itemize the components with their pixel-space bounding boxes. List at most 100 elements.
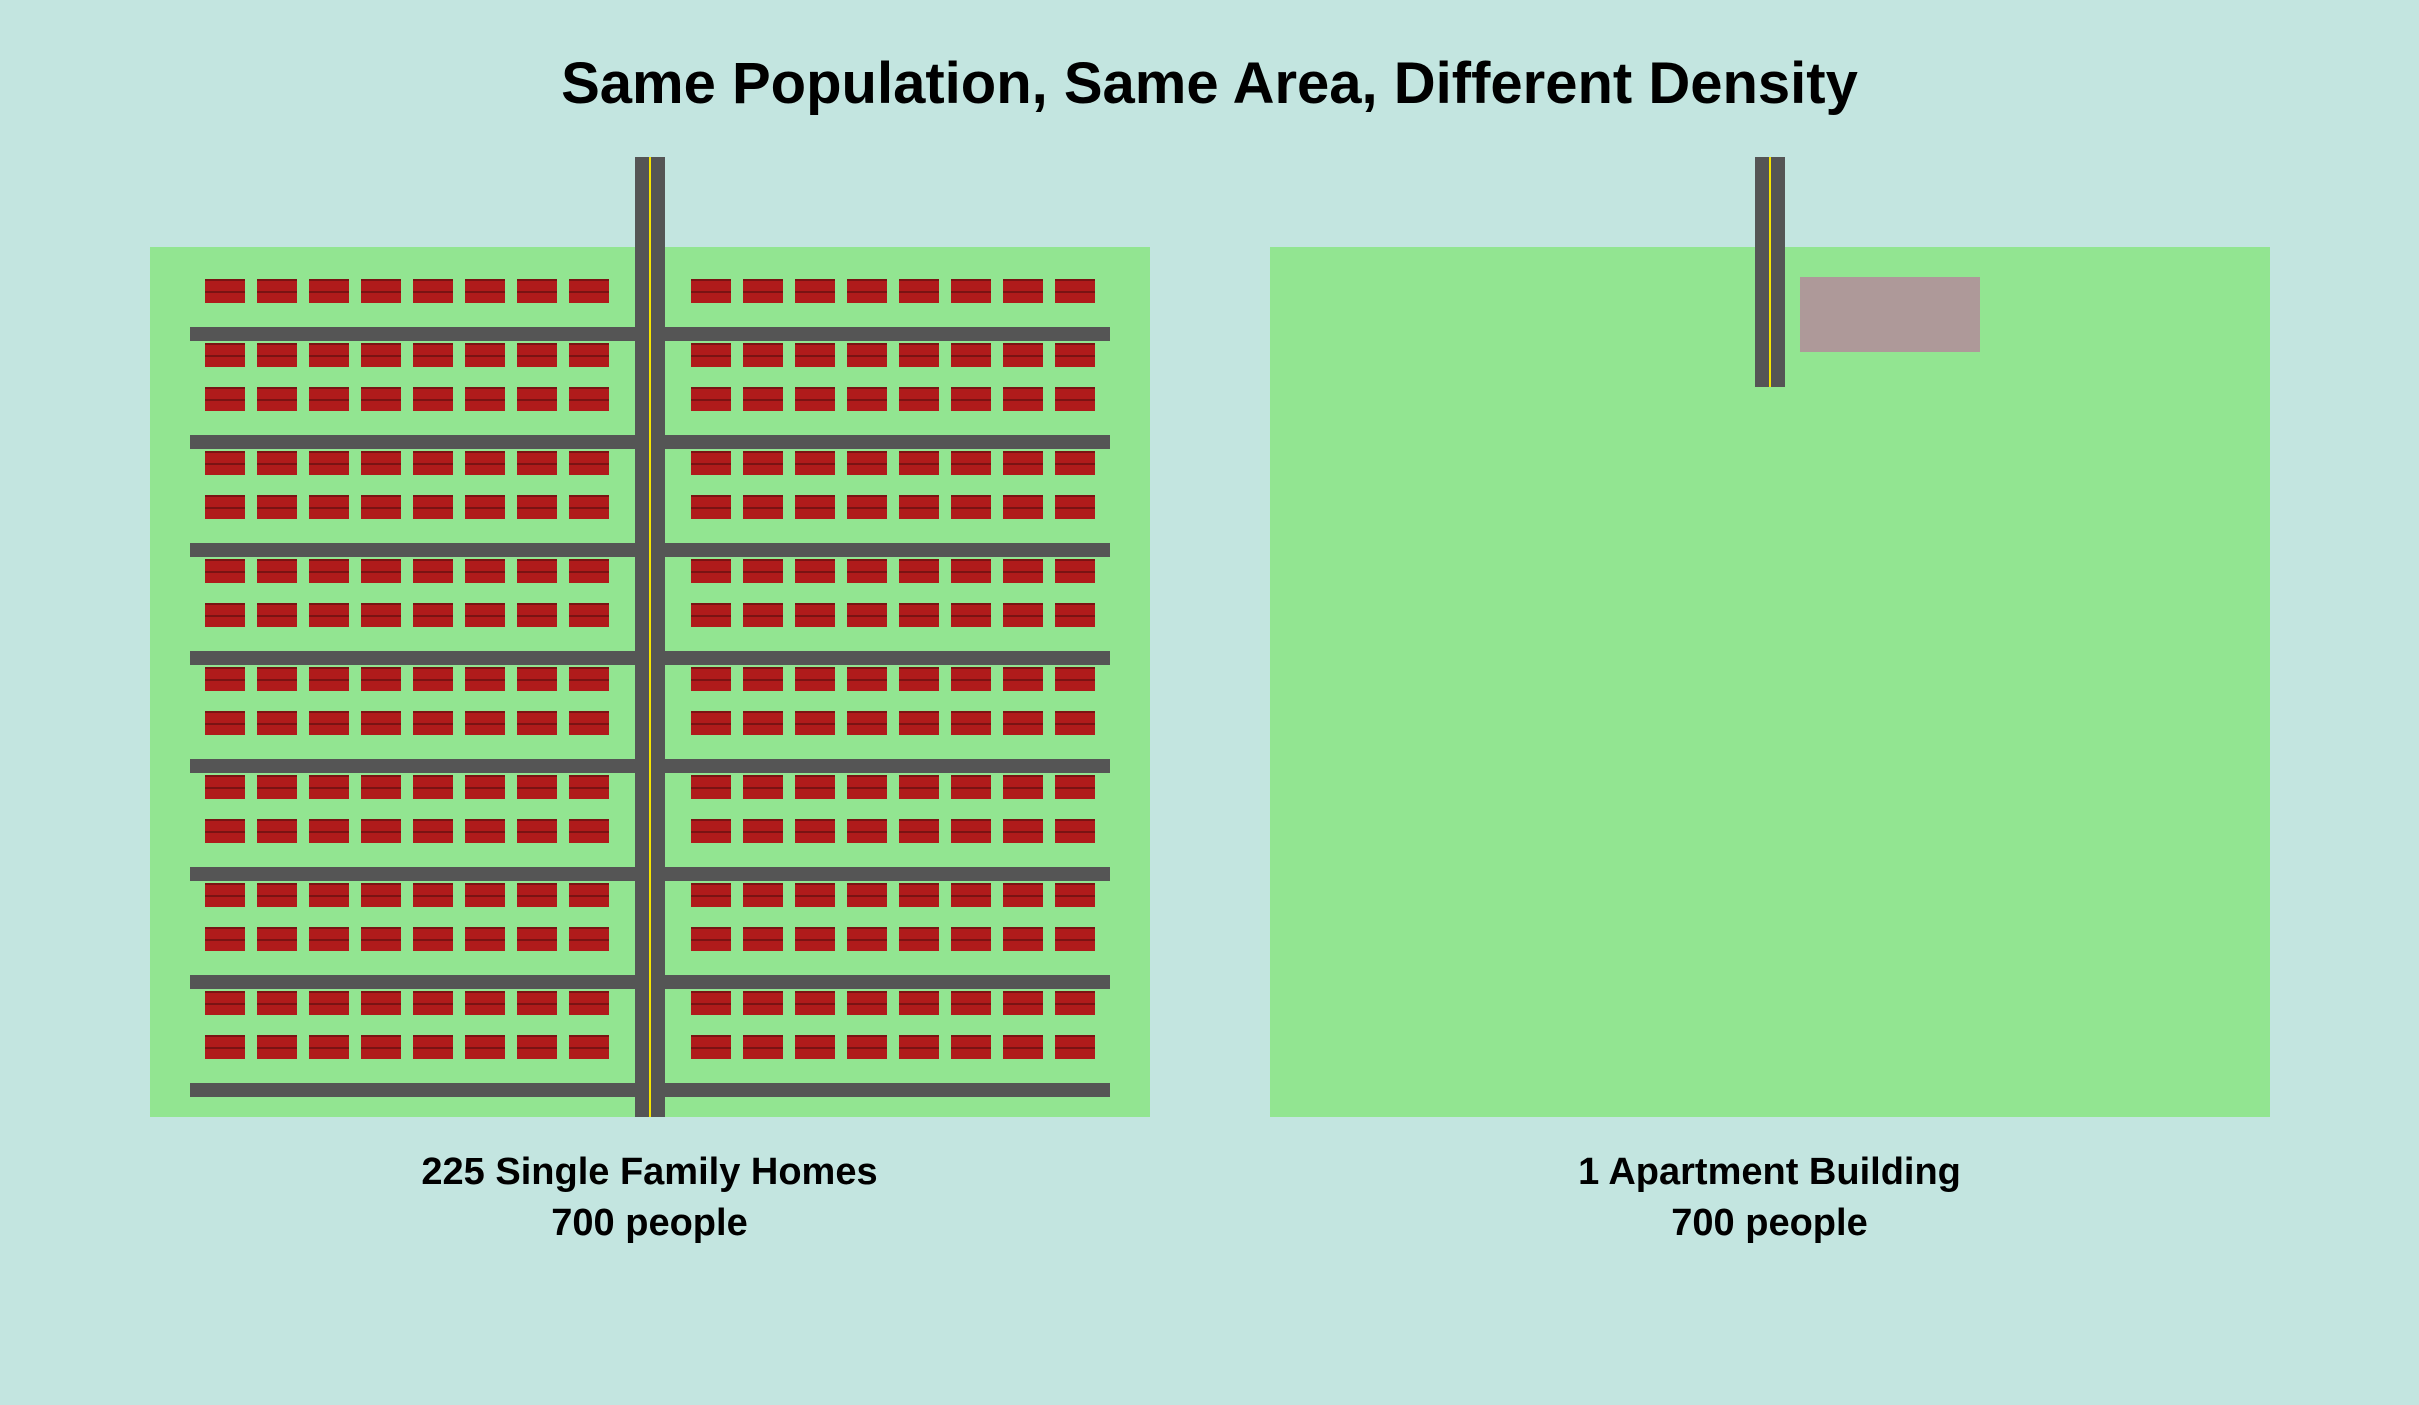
house	[309, 387, 349, 411]
intersection	[635, 651, 665, 665]
house	[795, 279, 835, 303]
house	[569, 819, 609, 843]
house	[743, 711, 783, 735]
house	[569, 667, 609, 691]
house	[413, 819, 453, 843]
house	[691, 991, 731, 1015]
house	[465, 559, 505, 583]
house	[743, 819, 783, 843]
house	[517, 819, 557, 843]
house	[361, 451, 401, 475]
house	[465, 343, 505, 367]
house	[847, 819, 887, 843]
house-row	[205, 711, 1095, 735]
house	[205, 279, 245, 303]
intersection	[635, 435, 665, 449]
house	[795, 559, 835, 583]
house-row	[205, 495, 1095, 519]
house	[691, 343, 731, 367]
house	[1003, 819, 1043, 843]
house-row	[205, 343, 1095, 367]
house	[691, 775, 731, 799]
house	[1055, 451, 1095, 475]
house	[517, 991, 557, 1015]
house	[847, 991, 887, 1015]
apartment-building	[1800, 277, 1980, 352]
house	[309, 819, 349, 843]
house	[257, 495, 297, 519]
house	[361, 343, 401, 367]
house	[1003, 495, 1043, 519]
house	[309, 1035, 349, 1059]
house	[899, 451, 939, 475]
house	[257, 883, 297, 907]
house	[413, 387, 453, 411]
house	[691, 883, 731, 907]
house	[899, 495, 939, 519]
house	[309, 495, 349, 519]
house	[465, 495, 505, 519]
house	[361, 603, 401, 627]
house	[257, 991, 297, 1015]
house	[899, 883, 939, 907]
house	[795, 927, 835, 951]
house	[413, 451, 453, 475]
house	[361, 495, 401, 519]
house	[899, 927, 939, 951]
intersection	[635, 327, 665, 341]
house	[413, 279, 453, 303]
house	[569, 775, 609, 799]
house	[795, 883, 835, 907]
house	[691, 711, 731, 735]
house	[309, 559, 349, 583]
house	[743, 495, 783, 519]
house	[951, 775, 991, 799]
house	[899, 1035, 939, 1059]
house-row	[205, 559, 1095, 583]
house-row	[205, 927, 1095, 951]
house	[465, 279, 505, 303]
house	[899, 819, 939, 843]
house	[743, 927, 783, 951]
house	[795, 603, 835, 627]
house	[1003, 1035, 1043, 1059]
house	[1003, 927, 1043, 951]
house	[517, 603, 557, 627]
house	[361, 883, 401, 907]
house	[691, 387, 731, 411]
house	[465, 1035, 505, 1059]
house	[569, 883, 609, 907]
house	[1055, 279, 1095, 303]
house	[361, 927, 401, 951]
house	[691, 927, 731, 951]
panels-container: 225 Single Family Homes 700 people 1 Apa…	[0, 157, 2419, 1250]
house	[569, 1035, 609, 1059]
house	[413, 667, 453, 691]
house	[569, 711, 609, 735]
house	[795, 667, 835, 691]
house	[309, 451, 349, 475]
house	[465, 819, 505, 843]
house	[257, 343, 297, 367]
house	[257, 1035, 297, 1059]
left-map	[150, 157, 1150, 1117]
house	[257, 387, 297, 411]
house	[361, 559, 401, 583]
house	[309, 667, 349, 691]
house	[951, 711, 991, 735]
house	[465, 927, 505, 951]
house	[257, 711, 297, 735]
house	[899, 991, 939, 1015]
house	[309, 883, 349, 907]
house	[795, 495, 835, 519]
house	[413, 1035, 453, 1059]
house	[1055, 711, 1095, 735]
house	[847, 387, 887, 411]
right-panel: 1 Apartment Building 700 people	[1270, 157, 2270, 1250]
house	[569, 991, 609, 1015]
house	[951, 603, 991, 627]
house	[743, 1035, 783, 1059]
house	[517, 775, 557, 799]
house	[257, 927, 297, 951]
house	[899, 559, 939, 583]
